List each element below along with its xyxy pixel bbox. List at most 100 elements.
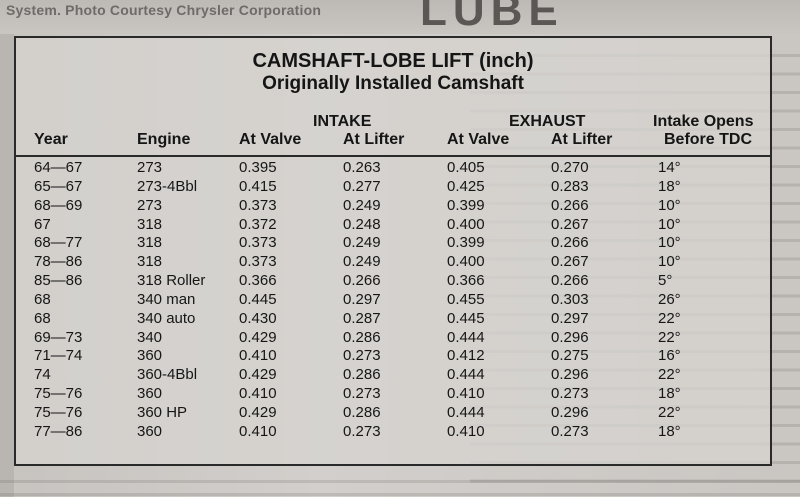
cell-intake-opens: 26° <box>658 290 681 308</box>
cell-intake-valve: 0.366 <box>239 272 277 290</box>
cell-intake-lifter: 0.273 <box>343 347 381 365</box>
cell-exhaust-lifter: 0.283 <box>551 177 589 195</box>
cell-intake-lifter: 0.286 <box>343 366 381 384</box>
cell-intake-lifter: 0.273 <box>343 385 381 403</box>
cell-intake-opens: 10° <box>658 253 681 271</box>
background-header-strip: System. Photo Courtesy Chrysler Corporat… <box>0 0 800 34</box>
cell-intake-lifter: 0.273 <box>343 422 381 440</box>
cell-engine: 340 auto <box>137 309 196 327</box>
cell-intake-opens: 14° <box>658 159 681 176</box>
cell-year: 74 <box>34 366 51 384</box>
header-divider <box>16 155 770 157</box>
cell-intake-opens: 22° <box>658 309 681 327</box>
cell-intake-valve: 0.372 <box>239 215 277 233</box>
cell-intake-lifter: 0.286 <box>343 403 381 421</box>
cell-engine: 318 <box>137 253 163 271</box>
cell-intake-opens: 10° <box>658 215 681 233</box>
cell-intake-opens: 10° <box>658 196 681 214</box>
cell-exhaust-valve: 0.400 <box>447 215 485 233</box>
cell-year: 67 <box>34 215 51 233</box>
cell-year: 71—74 <box>34 347 83 365</box>
table-row: 69—73 340 0.429 0.286 0.444 0.296 22° <box>16 329 770 348</box>
cell-intake-opens: 18° <box>658 177 681 195</box>
cell-exhaust-valve: 0.400 <box>447 253 485 271</box>
cell-intake-lifter: 0.263 <box>343 159 381 176</box>
background-caption: System. Photo Courtesy Chrysler Corporat… <box>6 2 322 18</box>
cell-intake-lifter: 0.277 <box>343 177 381 195</box>
cell-exhaust-valve: 0.399 <box>447 196 485 214</box>
cell-intake-valve: 0.373 <box>239 253 277 271</box>
col-header-before-tdc: Before TDC <box>664 131 753 148</box>
cell-year: 75—76 <box>34 403 83 421</box>
cell-intake-opens: 10° <box>658 234 681 252</box>
cell-intake-valve: 0.410 <box>239 385 277 403</box>
cell-exhaust-lifter: 0.275 <box>551 347 589 365</box>
cell-year: 68—69 <box>34 196 83 214</box>
cell-engine: 360 <box>137 422 163 440</box>
cell-engine: 318 <box>137 234 163 252</box>
col-header-engine: Engine <box>137 131 191 148</box>
cell-year: 68—77 <box>34 234 83 252</box>
group-header-intake-opens: Intake Opens <box>653 113 754 130</box>
cell-intake-valve: 0.429 <box>239 328 277 346</box>
col-header-intake-at-valve: At Valve <box>239 131 302 148</box>
cell-exhaust-lifter: 0.273 <box>551 422 589 440</box>
table-row: 64—67 273 0.395 0.263 0.405 0.270 14° <box>16 159 770 178</box>
cell-exhaust-valve: 0.425 <box>447 177 485 195</box>
cell-intake-valve: 0.429 <box>239 366 277 384</box>
cell-engine: 360-4Bbl <box>137 366 198 384</box>
table-subtitle: Originally Installed Camshaft <box>262 73 524 94</box>
cell-exhaust-valve: 0.444 <box>447 403 485 421</box>
table-row: 74 360-4Bbl 0.429 0.286 0.444 0.296 22° <box>16 366 770 385</box>
group-header-intake: INTAKE <box>313 113 372 130</box>
cell-year: 68 <box>34 309 51 327</box>
col-header-exhaust-at-valve: At Valve <box>447 131 510 148</box>
cell-engine: 318 <box>137 215 163 233</box>
cell-exhaust-valve: 0.410 <box>447 385 485 403</box>
cell-exhaust-valve: 0.445 <box>447 309 485 327</box>
cell-year: 64—67 <box>34 159 83 176</box>
cell-engine: 360 <box>137 385 163 403</box>
table-row: 68 340 man 0.445 0.297 0.455 0.303 26° <box>16 291 770 310</box>
cell-intake-lifter: 0.249 <box>343 234 381 252</box>
cell-intake-lifter: 0.249 <box>343 196 381 214</box>
table-row: 68 340 auto 0.430 0.287 0.445 0.297 22° <box>16 310 770 329</box>
cell-exhaust-lifter: 0.266 <box>551 234 589 252</box>
cell-exhaust-lifter: 0.267 <box>551 253 589 271</box>
table-row: 77—86 360 0.410 0.273 0.410 0.273 18° <box>16 423 770 442</box>
table-title: CAMSHAFT-LOBE LIFT (inch) <box>252 50 534 72</box>
cell-intake-valve: 0.430 <box>239 309 277 327</box>
col-header-exhaust-at-lifter: At Lifter <box>551 131 613 148</box>
cell-exhaust-valve: 0.405 <box>447 159 485 176</box>
cell-intake-opens: 16° <box>658 347 681 365</box>
table-body: 64—67 273 0.395 0.263 0.405 0.270 14° 65… <box>16 159 770 442</box>
cell-exhaust-lifter: 0.266 <box>551 196 589 214</box>
background-left-strip <box>0 34 14 497</box>
cell-year: 68 <box>34 290 51 308</box>
cell-intake-valve: 0.373 <box>239 234 277 252</box>
cell-exhaust-valve: 0.455 <box>447 290 485 308</box>
cell-exhaust-lifter: 0.296 <box>551 403 589 421</box>
table-row: 71—74 360 0.410 0.273 0.412 0.275 16° <box>16 347 770 366</box>
cell-exhaust-lifter: 0.267 <box>551 215 589 233</box>
cell-intake-opens: 18° <box>658 422 681 440</box>
cell-intake-lifter: 0.287 <box>343 309 381 327</box>
cell-intake-valve: 0.373 <box>239 196 277 214</box>
cell-exhaust-lifter: 0.273 <box>551 385 589 403</box>
cell-exhaust-lifter: 0.297 <box>551 309 589 327</box>
cell-intake-lifter: 0.248 <box>343 215 381 233</box>
cell-year: 65—67 <box>34 177 83 195</box>
col-header-intake-at-lifter: At Lifter <box>343 131 405 148</box>
table-row: 75—76 360 HP 0.429 0.286 0.444 0.296 22° <box>16 404 770 423</box>
cell-year: 85—86 <box>34 272 83 290</box>
cell-exhaust-lifter: 0.296 <box>551 366 589 384</box>
background-bottom-lines <box>0 470 800 497</box>
table-row: 65—67 273-4Bbl 0.415 0.277 0.425 0.283 1… <box>16 178 770 197</box>
cell-year: 69—73 <box>34 328 83 346</box>
cell-year: 75—76 <box>34 385 83 403</box>
cell-engine: 318 Roller <box>137 272 206 290</box>
cell-engine: 273 <box>137 159 163 176</box>
cell-engine: 340 <box>137 328 163 346</box>
cell-intake-valve: 0.410 <box>239 422 277 440</box>
cell-exhaust-valve: 0.412 <box>447 347 485 365</box>
